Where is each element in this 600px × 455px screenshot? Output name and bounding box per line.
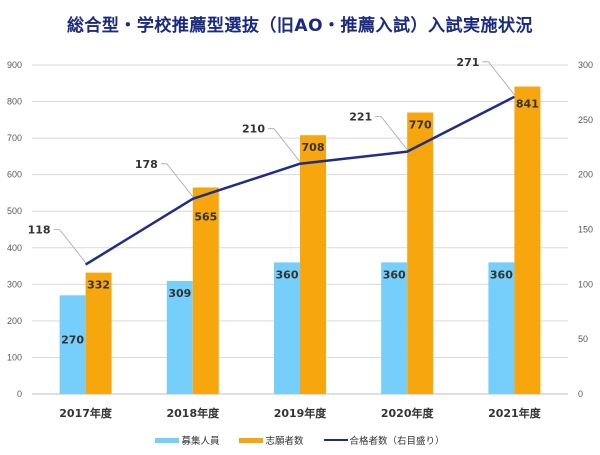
right-tick-label: 100 xyxy=(578,279,593,289)
data-label-passed: 210 xyxy=(242,123,265,136)
legend-label: 募集人員 xyxy=(181,436,220,447)
bar-recruit xyxy=(274,262,300,394)
bar-recruit xyxy=(488,262,515,394)
legend-item-passed: 合格者数（右目盛り） xyxy=(323,433,445,447)
leader-line xyxy=(268,128,301,162)
line-passed xyxy=(84,95,515,266)
x-tick-label: 2017年度 xyxy=(59,406,113,420)
leader-line xyxy=(375,116,408,150)
data-label-applicants: 841 xyxy=(516,98,539,111)
bar-recruit xyxy=(166,281,193,394)
right-tick-label: 0 xyxy=(578,389,583,399)
legend-swatch-applicants xyxy=(239,437,264,443)
legend-swatch-passed xyxy=(323,439,348,441)
left-axis: 0 100 200 300 400 500 600 700 800 900 xyxy=(7,60,22,399)
right-tick-label: 250 xyxy=(578,115,593,125)
data-label-passed: 178 xyxy=(135,158,158,171)
bar-applicants xyxy=(514,86,541,394)
legend-label: 志願者数 xyxy=(265,436,304,447)
data-labels: 270 332 309 565 360 708 360 770 360 841 118 178 210 2… xyxy=(28,56,539,346)
left-tick-label: 900 xyxy=(7,60,22,70)
left-tick-label: 400 xyxy=(7,243,22,253)
legend-swatch-recruit xyxy=(155,437,180,443)
right-tick-label: 200 xyxy=(578,170,593,180)
x-tick-label: 2020年度 xyxy=(381,406,435,420)
legend-item-recruit: 募集人員 xyxy=(155,433,219,447)
legend-label: 合格者数（右目盛り） xyxy=(349,436,445,447)
data-label-recruit: 360 xyxy=(276,268,299,281)
x-tick-label: 2018年度 xyxy=(166,406,220,420)
left-tick-label: 600 xyxy=(7,170,22,180)
right-tick-label: 50 xyxy=(578,334,588,344)
leader-line xyxy=(53,229,86,263)
x-tick-label: 2019年度 xyxy=(274,406,328,420)
data-label-applicants: 332 xyxy=(87,279,110,292)
left-tick-label: 500 xyxy=(7,206,22,216)
data-label-applicants: 708 xyxy=(302,141,325,154)
line-series xyxy=(53,61,515,266)
bar-recruit xyxy=(59,295,86,394)
bars xyxy=(59,86,541,395)
left-tick-label: 200 xyxy=(7,316,22,326)
x-axis: 2017年度 2018年度 2019年度 2020年度 2021年度 xyxy=(59,406,541,420)
x-tick-label: 2021年度 xyxy=(488,406,542,420)
right-axis: 0 50 100 150 200 250 300 xyxy=(578,60,593,399)
data-label-recruit: 360 xyxy=(490,268,513,281)
left-tick-label: 800 xyxy=(7,97,22,107)
bar-applicants xyxy=(85,272,112,394)
left-tick-label: 300 xyxy=(7,279,22,289)
right-tick-label: 300 xyxy=(578,60,593,70)
data-label-passed: 221 xyxy=(349,111,372,124)
legend: 募集人員 志願者数 合格者数（右目盛り） xyxy=(0,433,600,447)
bar-applicants xyxy=(407,112,434,395)
left-tick-label: 0 xyxy=(17,389,22,399)
left-tick-label: 100 xyxy=(7,352,22,362)
leader-line xyxy=(482,61,515,96)
bar-applicants xyxy=(300,135,326,395)
data-label-applicants: 770 xyxy=(409,119,432,132)
chart-title: 総合型・学校推薦型選抜（旧AO・推薦入試）入試実施状況 xyxy=(66,16,534,36)
data-label-applicants: 565 xyxy=(194,210,217,223)
data-label-passed: 271 xyxy=(456,56,479,69)
data-label-recruit: 270 xyxy=(61,333,84,346)
legend-item-applicants: 志願者数 xyxy=(239,433,304,447)
data-label-passed: 118 xyxy=(28,224,51,237)
bar-applicants xyxy=(192,187,219,394)
bar-recruit xyxy=(381,262,408,394)
left-tick-label: 700 xyxy=(7,133,22,143)
leader-line xyxy=(160,163,194,198)
data-label-recruit: 309 xyxy=(168,287,191,300)
right-tick-label: 150 xyxy=(578,225,593,235)
data-label-recruit: 360 xyxy=(383,268,406,281)
